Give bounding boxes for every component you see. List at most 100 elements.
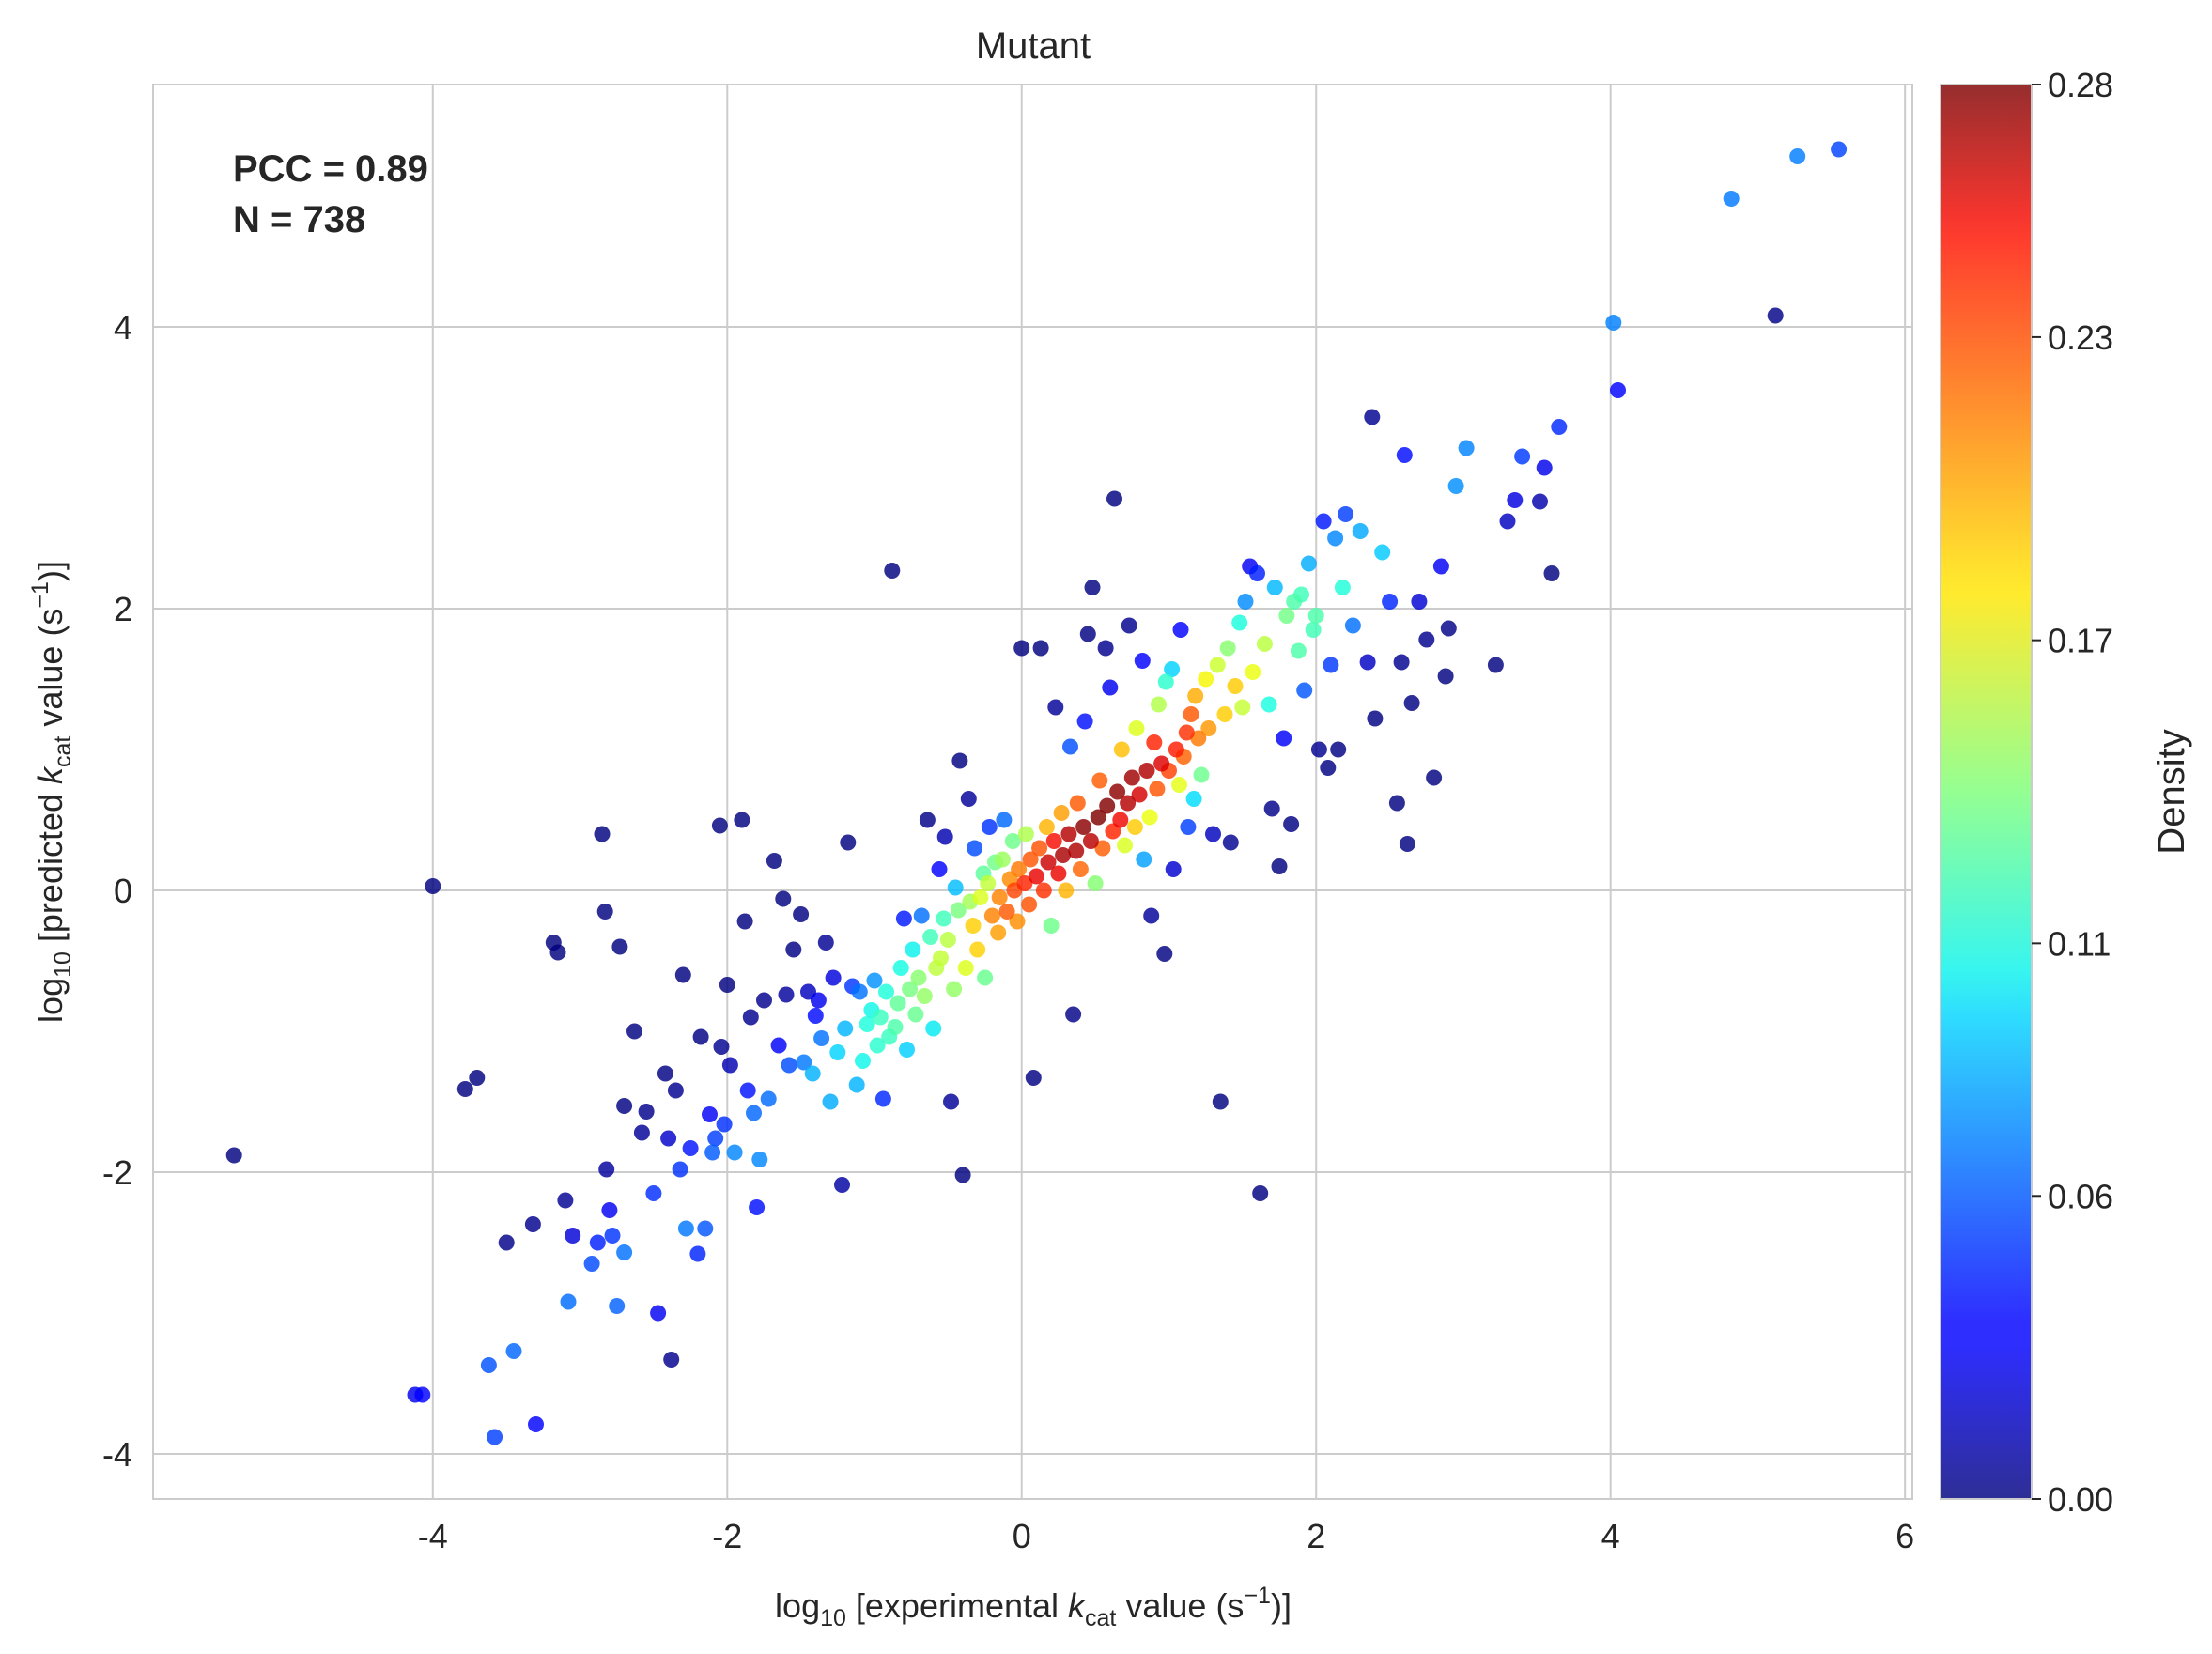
data-point <box>663 1352 680 1368</box>
data-point <box>1432 558 1449 575</box>
data-point <box>1507 492 1524 508</box>
data-point <box>919 812 936 828</box>
data-point <box>1352 523 1369 539</box>
data-point <box>1009 913 1026 930</box>
data-point <box>604 1228 621 1244</box>
data-point <box>756 992 772 1009</box>
data-point <box>1117 837 1133 854</box>
data-point <box>785 941 802 958</box>
data-point <box>922 929 939 945</box>
data-point <box>1271 858 1288 874</box>
data-point <box>1082 833 1099 849</box>
data-point <box>674 966 691 983</box>
data-point <box>697 1220 714 1237</box>
data-point <box>1396 447 1413 463</box>
data-point <box>1143 907 1160 924</box>
data-point <box>807 1008 824 1024</box>
data-point <box>565 1228 581 1244</box>
data-point <box>692 1028 709 1045</box>
data-point <box>1131 786 1148 803</box>
data-point <box>480 1357 497 1373</box>
data-point <box>1075 819 1092 835</box>
data-point <box>840 834 857 851</box>
data-point <box>1050 865 1067 882</box>
data-point <box>1334 580 1351 595</box>
data-point <box>1393 654 1410 671</box>
data-point <box>1245 664 1261 680</box>
data-point <box>1261 696 1277 713</box>
x-tick-label: -2 <box>712 1517 742 1555</box>
data-point <box>913 907 930 924</box>
data-point <box>609 1298 626 1314</box>
data-point <box>1286 594 1303 610</box>
data-point <box>1198 671 1214 688</box>
chart-title: Mutant <box>976 25 1091 67</box>
data-point <box>677 1220 694 1237</box>
data-point <box>1359 654 1376 671</box>
y-tick-label: 2 <box>114 590 132 628</box>
data-point <box>560 1293 577 1310</box>
data-point <box>505 1343 522 1359</box>
x-label-close: )] <box>1271 1586 1292 1625</box>
data-point <box>633 1124 650 1141</box>
data-point <box>969 941 986 958</box>
y-label-text-before: [predicted <box>31 784 70 951</box>
data-point <box>895 910 912 927</box>
data-point <box>1330 741 1347 758</box>
data-point <box>1128 720 1145 736</box>
data-point <box>1136 851 1152 868</box>
data-point <box>848 1076 865 1093</box>
data-point <box>1216 706 1233 722</box>
data-point <box>456 1081 473 1097</box>
data-point <box>1076 713 1093 730</box>
data-point <box>487 1429 503 1445</box>
data-point <box>1065 1006 1082 1023</box>
data-point <box>726 1144 743 1161</box>
data-point <box>414 1386 431 1403</box>
y-label-prefix-sub: 10 <box>50 951 76 978</box>
data-point <box>601 1202 618 1218</box>
data-point <box>1025 1070 1042 1086</box>
data-point <box>1283 816 1300 832</box>
y-tick-label: -2 <box>102 1153 132 1192</box>
data-point <box>931 861 948 877</box>
data-point <box>1043 918 1060 934</box>
data-point <box>916 988 933 1004</box>
data-point <box>760 1090 777 1107</box>
data-point <box>1156 946 1173 962</box>
data-point <box>1087 875 1104 891</box>
data-point <box>1138 763 1155 779</box>
data-point <box>1323 657 1339 673</box>
y-label-text-after: value (s <box>31 609 70 736</box>
data-point <box>1069 795 1086 812</box>
data-point <box>943 1093 959 1110</box>
data-point <box>1252 1185 1269 1201</box>
data-point <box>907 1006 924 1023</box>
colorbar-tick-label: 0.11 <box>2048 924 2111 963</box>
data-point <box>1171 777 1187 793</box>
data-point <box>1094 840 1111 857</box>
data-point <box>1090 809 1106 826</box>
data-point <box>1411 594 1428 610</box>
data-point <box>626 1023 642 1040</box>
data-point <box>1099 797 1116 814</box>
data-point <box>1499 513 1516 530</box>
data-point <box>892 960 909 976</box>
data-point <box>822 1093 839 1110</box>
data-point <box>825 969 842 986</box>
data-point <box>1084 580 1101 595</box>
data-point <box>1068 842 1085 859</box>
data-point <box>810 992 827 1009</box>
data-point <box>667 1082 684 1099</box>
data-point <box>813 1030 830 1046</box>
data-point <box>1388 795 1405 812</box>
data-point <box>1536 459 1553 476</box>
data-point <box>874 1090 891 1107</box>
data-point <box>749 1199 766 1215</box>
data-point <box>734 812 750 828</box>
data-point <box>1016 875 1033 891</box>
x-label-prefix: log <box>775 1586 820 1625</box>
data-point <box>1126 819 1143 835</box>
